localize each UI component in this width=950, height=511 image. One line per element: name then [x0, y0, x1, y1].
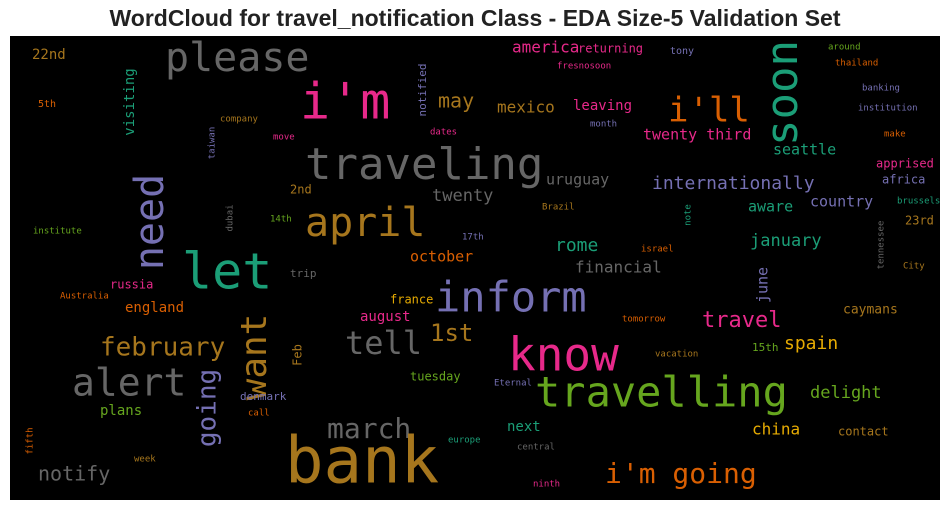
word: 17th: [462, 233, 484, 243]
word: spain: [784, 333, 838, 354]
word: april: [305, 200, 425, 246]
word: know: [508, 328, 619, 382]
word: may: [438, 89, 474, 113]
word: travelling: [535, 368, 788, 417]
word: vacation: [655, 350, 698, 360]
word: i'm: [300, 73, 390, 131]
word: england: [125, 300, 184, 316]
word: tomorrow: [622, 315, 666, 325]
word: caymans: [843, 303, 898, 318]
cloud-background: [10, 36, 940, 500]
word: china: [752, 420, 800, 439]
word: march: [327, 412, 411, 445]
word: fifth: [26, 427, 36, 454]
word: dates: [430, 128, 457, 138]
word: 22nd: [32, 47, 66, 63]
word: taiwan: [208, 127, 218, 160]
word: thailand: [835, 59, 878, 69]
word: Eternal: [494, 379, 532, 389]
word: need: [127, 174, 173, 270]
word: uruguay: [546, 171, 609, 189]
word: 23rd: [905, 214, 934, 228]
word: 1st: [430, 319, 473, 347]
word: institute: [33, 227, 82, 237]
word: financial: [575, 258, 662, 277]
word: tell: [345, 324, 422, 362]
word: june: [754, 267, 772, 303]
word: Feb: [291, 344, 305, 366]
word: soon: [757, 40, 808, 146]
word: i'll: [668, 91, 750, 131]
word: europe: [448, 436, 481, 446]
word: august: [360, 309, 411, 325]
word: rome: [555, 235, 598, 256]
word: brussels: [897, 197, 940, 207]
word: month: [590, 120, 617, 130]
word: going: [193, 369, 223, 447]
word: israel: [641, 245, 674, 255]
word: let: [182, 243, 272, 301]
word: travel: [702, 308, 781, 333]
word: twenty third: [643, 126, 751, 144]
word: central: [517, 443, 555, 453]
word: inform: [435, 273, 587, 322]
word: traveling: [305, 139, 543, 190]
word: want: [234, 314, 275, 401]
word: next: [507, 419, 541, 435]
word: institution: [858, 104, 918, 114]
word: internationally: [652, 173, 815, 194]
word: ninth: [533, 480, 560, 490]
word: alert: [72, 361, 186, 405]
word: twenty: [432, 186, 493, 206]
word: 2nd: [290, 183, 312, 197]
word: company: [220, 115, 259, 125]
word: returning: [578, 42, 643, 56]
word: february: [100, 333, 225, 363]
word: seattle: [773, 141, 836, 159]
word: please: [165, 35, 310, 81]
word: france: [390, 293, 433, 307]
word: october: [410, 248, 473, 266]
word: plans: [100, 403, 142, 419]
word: move: [273, 133, 295, 143]
word: City: [903, 262, 925, 272]
word: tony: [670, 46, 694, 57]
word: apprised: [876, 157, 934, 171]
word: notify: [38, 462, 110, 486]
word: Brazil: [542, 203, 575, 213]
word: tennessee: [877, 221, 887, 270]
word: 14th: [270, 215, 292, 225]
word: note: [684, 204, 694, 226]
word: america: [512, 38, 579, 57]
word: january: [750, 231, 822, 251]
word: aware: [748, 198, 793, 216]
word: call: [248, 409, 270, 419]
word: 5th: [38, 99, 56, 110]
word: make: [884, 130, 906, 140]
word: delight: [810, 383, 882, 403]
word: bank: [285, 425, 439, 499]
word: tuesday: [410, 370, 461, 384]
word: trip: [290, 267, 317, 280]
word: 15th: [752, 341, 779, 354]
word: fresnosoon: [557, 62, 611, 72]
word: country: [810, 193, 873, 211]
chart-title: WordCloud for travel_notification Class …: [109, 5, 840, 31]
word: notified: [416, 64, 429, 117]
word: visiting: [122, 68, 138, 135]
word: around: [828, 43, 861, 53]
word: i'm going: [605, 457, 757, 490]
word: russia: [110, 278, 153, 292]
word: dubai: [226, 204, 236, 231]
word: banking: [862, 84, 900, 94]
word: mexico: [497, 98, 555, 117]
word: africa: [882, 173, 925, 187]
word: leaving: [573, 98, 632, 114]
word: contact: [838, 425, 889, 439]
word: denmark: [240, 390, 287, 403]
word: Australia: [60, 292, 109, 302]
word: week: [134, 455, 156, 465]
